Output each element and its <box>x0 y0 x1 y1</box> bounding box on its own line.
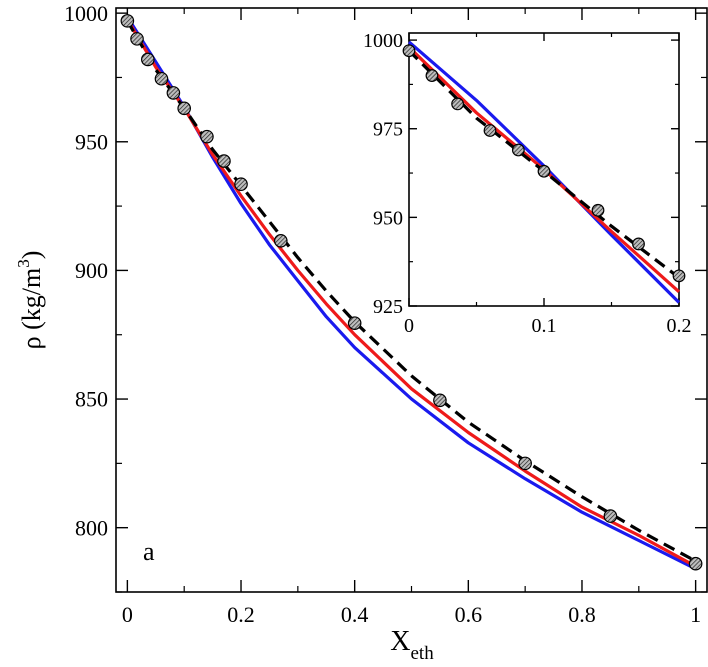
inset-data-point <box>511 143 525 157</box>
main-data-point <box>120 14 135 28</box>
y-axis-label-main: ρ (kg/m <box>17 268 46 350</box>
y-axis-label-close: ) <box>17 251 46 260</box>
main-ticks: 0 0.2 0.4 0.6 0.8 1 800 850 900 950 1000 <box>64 1 707 627</box>
x-axis-label-subscript: eth <box>411 643 435 664</box>
inset-y-tick-label: 950 <box>373 207 403 229</box>
inset-data-point <box>402 44 416 58</box>
main-x-tick-label: 1 <box>690 602 701 627</box>
inset-data-point <box>537 164 551 178</box>
inset-y-tick-label: 925 <box>373 296 403 318</box>
main-data-point <box>166 86 181 100</box>
inset-data-point <box>451 97 465 111</box>
panel-label: a <box>143 537 155 566</box>
main-x-tick-label: 0.4 <box>341 602 369 627</box>
main-data-point <box>217 154 231 168</box>
main-data-point <box>433 393 447 408</box>
inset-data-point <box>483 124 497 137</box>
main-data-point <box>347 316 362 330</box>
main-y-tick-label: 800 <box>75 515 108 540</box>
main-series <box>120 14 703 571</box>
main-y-tick-label: 1000 <box>64 1 108 26</box>
inset-y-tick-label: 1000 <box>363 30 403 52</box>
main-x-tick-label: 0 <box>122 602 133 627</box>
main-x-tick-label: 0.8 <box>568 602 596 627</box>
inset-y-tick-label: 975 <box>373 119 403 141</box>
main-data-point <box>154 71 169 86</box>
inset-data-point <box>672 269 686 283</box>
inset-x-tick-label: 0.1 <box>532 315 557 337</box>
main-y-tick-label: 850 <box>75 387 108 412</box>
y-axis-label: ρ (kg/m3) <box>14 251 46 350</box>
inset-series <box>402 40 686 304</box>
y-axis-label-superscript: 3 <box>14 259 33 268</box>
main-data-point <box>603 509 618 523</box>
inset-data-point <box>425 69 439 82</box>
main-data-point <box>141 52 155 67</box>
main-x-tick-label: 0.6 <box>455 602 483 627</box>
main-data-point <box>130 32 144 46</box>
inset-x-tick-label: 0 <box>404 315 414 337</box>
x-axis-label-main: X <box>390 626 410 657</box>
inset-data-point <box>632 237 645 251</box>
main-x-tick-label: 0.2 <box>227 602 255 627</box>
main-data-point <box>234 177 248 192</box>
inset-plot: 0 0.1 0.2 925 950 975 1000 <box>363 30 692 337</box>
main-y-tick-label: 950 <box>75 129 108 154</box>
inset-data-point <box>591 203 605 217</box>
main-y-tick-label: 900 <box>75 258 108 283</box>
main-series-line-2 <box>126 20 697 563</box>
main-data-point <box>688 556 703 571</box>
main-data-point <box>273 234 288 248</box>
x-axis-label: Xeth <box>390 626 434 664</box>
main-data-point <box>177 101 191 116</box>
inset-x-tick-label: 0.2 <box>667 315 692 337</box>
main-data-point <box>200 129 214 144</box>
main-data-point <box>518 456 532 471</box>
inset-ticks: 0 0.1 0.2 925 950 975 1000 <box>363 30 692 337</box>
